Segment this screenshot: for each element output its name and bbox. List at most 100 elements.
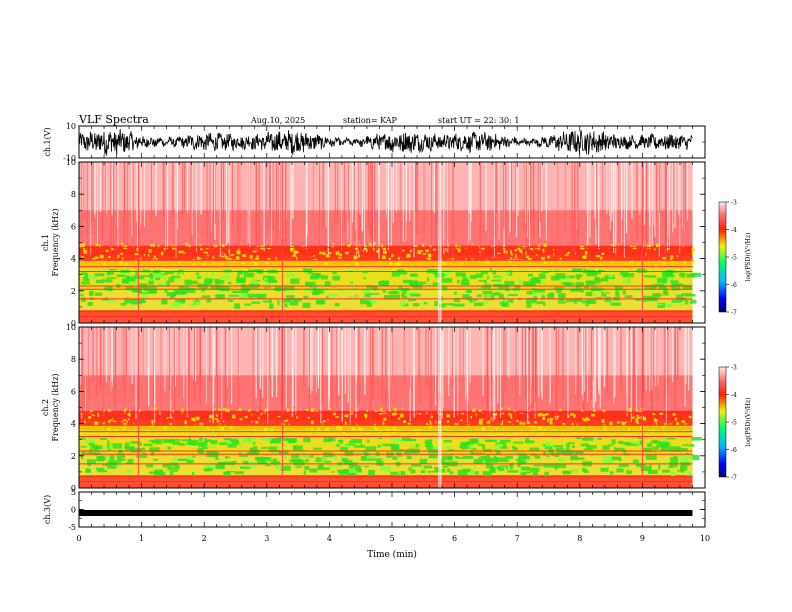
spectrogram-yellow-cell — [93, 258, 96, 261]
spectrogram-green-cell — [309, 285, 313, 288]
spectrogram-yellow-cell — [662, 256, 667, 260]
spectrogram-yellow-cell — [185, 432, 189, 434]
spectrogram-green-cell — [505, 285, 510, 292]
spectrogram-yellow-cell — [313, 255, 315, 257]
spectrogram-yellow-cell — [647, 244, 651, 249]
y-tick-label: 8 — [71, 190, 76, 199]
spectrogram-yellow-cell — [153, 255, 156, 259]
spectrogram-green-cell — [189, 280, 198, 285]
spectrogram-yellow-cell — [342, 432, 347, 435]
spectrogram-yellow-cell — [252, 250, 257, 253]
spectrogram-yellow-cell — [496, 252, 501, 254]
spectrogram-green-cell — [662, 469, 670, 473]
spectrogram-green-cell — [441, 278, 453, 283]
spectrogram-green-cell — [309, 468, 318, 473]
spectrogram-yellow-cell — [426, 257, 431, 262]
spectrogram-yellow-cell — [205, 248, 209, 250]
spectrogram-green-cell — [490, 467, 496, 474]
spectrogram-green-cell — [454, 456, 459, 459]
spectrogram-green-cell — [615, 288, 619, 294]
spectrogram-green-cell — [128, 278, 140, 285]
spectrogram-yellow-cell — [429, 245, 432, 249]
spectrogram-green-cell — [366, 453, 376, 459]
spectrogram-yellow-cell — [517, 246, 521, 250]
spectrogram-green-cell — [136, 454, 148, 458]
spectrogram-green-cell — [576, 276, 580, 280]
spectrogram-green-cell — [649, 464, 652, 470]
spectrogram-green-cell — [555, 447, 564, 452]
spectrogram-green-cell — [223, 438, 231, 441]
spectrogram-yellow-cell — [345, 263, 348, 266]
spectrogram-green-cell — [262, 437, 272, 441]
spectrogram-yellow-cell — [418, 266, 421, 269]
spectrogram-green-cell — [168, 277, 175, 283]
spectrogram-yellow-cell — [257, 417, 260, 420]
spectrogram-yellow-cell — [286, 408, 289, 412]
spectrogram-yellow-cell — [92, 414, 96, 416]
spectrogram-green-cell — [682, 444, 689, 447]
spectrogram-yellow-cell — [529, 425, 533, 428]
spectrogram-green-cell — [188, 436, 191, 442]
spectrogram-green-cell — [409, 274, 417, 277]
spectrogram-green-cell — [224, 455, 228, 459]
spectrogram-yellow-cell — [511, 252, 513, 256]
spectrogram-green-cell — [255, 456, 265, 461]
spectrogram-yellow-cell — [558, 260, 561, 263]
spectrogram-yellow-cell — [358, 427, 361, 431]
colorbar-tick-label: -3 — [731, 200, 737, 207]
spectrogram-yellow-cell — [191, 417, 195, 421]
spectrogram-green-cell — [611, 456, 621, 461]
spectrogram-yellow-cell — [652, 413, 656, 416]
spectrogram-yellow-cell — [148, 253, 150, 257]
spectrogram-yellow-cell — [175, 432, 179, 435]
spectrogram-green-cell — [386, 452, 394, 458]
spectrogram-yellow-cell — [321, 433, 324, 435]
spectrogram-green-cell — [536, 301, 545, 304]
spectrogram-green-cell — [666, 271, 672, 276]
spectrogram-green-cell — [118, 449, 123, 454]
spectrogram-green-cell — [103, 456, 111, 459]
spectrogram-green-cell — [360, 455, 367, 459]
spectrogram-green-cell — [543, 302, 546, 306]
spectrogram-yellow-cell — [220, 426, 225, 430]
spectrogram-green-cell — [475, 273, 483, 278]
spectrogram-green-cell — [634, 288, 643, 292]
spectrogram-green-cell — [197, 448, 204, 453]
spectrogram-green-cell — [107, 465, 117, 469]
spectrogram-green-cell — [447, 468, 451, 473]
spectrogram-green-cell — [150, 274, 154, 280]
spectrogram-green-cell — [236, 274, 240, 278]
spectrogram-green-cell — [82, 276, 89, 281]
spectrogram-yellow-cell — [347, 244, 349, 247]
spectrogram-green-cell — [171, 278, 180, 281]
spectrogram-yellow-cell — [232, 259, 237, 263]
spectrogram-yellow-cell — [414, 245, 418, 248]
spectrogram-yellow-cell — [521, 251, 523, 255]
spectrogram-green-cell — [513, 441, 524, 444]
spectrogram-green-cell — [428, 436, 434, 440]
spectrogram-yellow-cell — [293, 408, 295, 413]
spectrogram-green-cell — [557, 301, 567, 304]
spectrogram-yellow-cell — [110, 419, 113, 422]
spectrogram-green-cell — [280, 465, 291, 471]
spectrogram-green-cell — [665, 437, 676, 440]
spectrogram-yellow-cell — [236, 251, 238, 254]
spectrogram-green-cell — [510, 465, 513, 470]
spectrogram-green-cell — [149, 447, 160, 452]
spectrogram-yellow-cell — [640, 433, 643, 436]
spectrogram-green-cell — [249, 447, 255, 453]
spectrogram-green-cell — [337, 469, 347, 473]
spectrogram-yellow-cell — [177, 260, 181, 263]
spectrogram-yellow-cell — [384, 418, 387, 421]
spectrogram-yellow-cell — [123, 409, 126, 414]
spectrogram-yellow-cell — [392, 427, 397, 431]
spectrogram-yellow-cell — [344, 414, 349, 418]
spectrogram-green-cell — [341, 457, 348, 462]
spectrogram-green-cell — [624, 295, 633, 298]
spectrogram-green-cell — [460, 441, 470, 446]
spectrogram-yellow-cell — [297, 266, 302, 270]
spectrogram-yellow-cell — [263, 429, 267, 433]
spectrogram-green-cell — [305, 273, 309, 276]
spectrogram-green-cell — [318, 289, 324, 294]
spectrogram-yellow-cell — [149, 424, 152, 428]
